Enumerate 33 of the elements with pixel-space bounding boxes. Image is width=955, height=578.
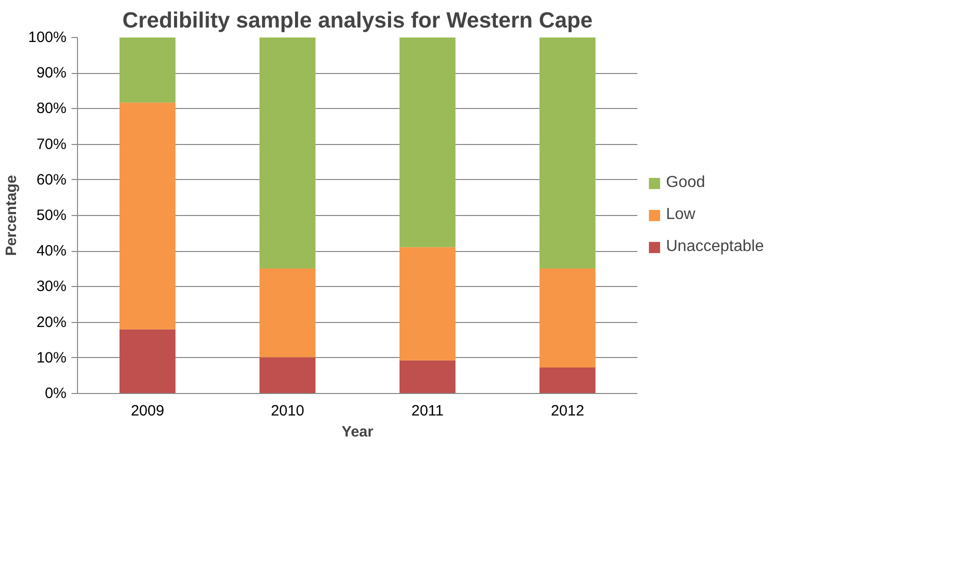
x-tick-label: 2011 <box>411 402 444 420</box>
legend-label: Unacceptable <box>666 238 764 256</box>
y-tick-label: 80% <box>36 100 67 118</box>
bar <box>400 38 456 248</box>
bar <box>540 38 596 269</box>
bar <box>120 102 176 330</box>
y-tick-label: 90% <box>36 64 67 82</box>
x-tick-label: 2012 <box>550 402 584 420</box>
x-tick-label: 2009 <box>130 402 164 420</box>
y-axis-title: Percentage <box>3 175 20 256</box>
y-tick-label: 0% <box>44 385 67 402</box>
y-tick-label: 10% <box>36 349 67 366</box>
bar <box>260 38 316 269</box>
y-tick-label: 20% <box>36 314 67 331</box>
bar <box>260 357 316 394</box>
bar <box>540 268 596 368</box>
bar <box>400 360 456 394</box>
y-tick-label: 60% <box>36 171 67 188</box>
bar <box>540 368 596 394</box>
bar <box>260 268 316 358</box>
x-tick-label: 2010 <box>270 402 304 420</box>
y-tick-label: 40% <box>36 242 67 260</box>
y-tick-label: 50% <box>36 207 67 224</box>
bar <box>400 247 456 360</box>
y-tick-label: 100% <box>28 29 67 46</box>
y-tick-label: 30% <box>36 278 67 296</box>
bar <box>120 329 176 394</box>
bar <box>120 38 176 103</box>
chart-title: Credibility sample analysis for Western Cape <box>122 8 593 32</box>
x-axis-title: Year <box>342 424 374 440</box>
legend-label: Low <box>666 206 696 224</box>
legend-label: Good <box>666 174 706 192</box>
y-tick-label: 70% <box>36 136 67 153</box>
